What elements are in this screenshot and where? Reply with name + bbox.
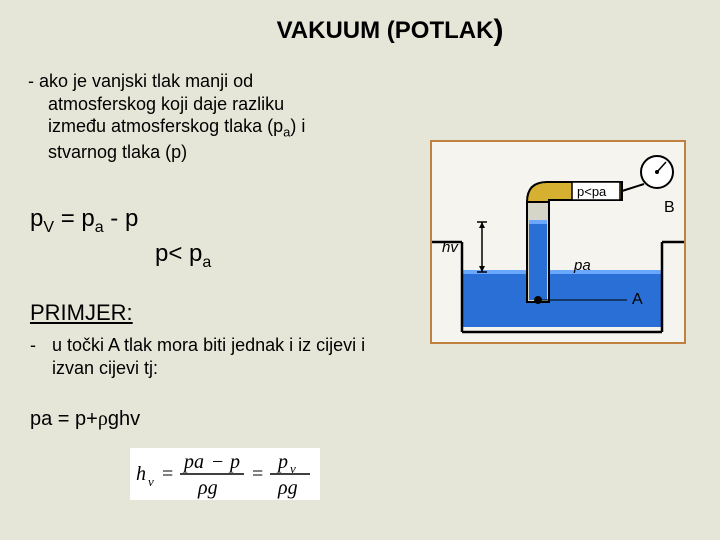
svg-text:A: A [632, 291, 643, 308]
definition-line1: ako je vanjski tlak manji od [39, 71, 253, 91]
example-heading: PRIMJER: [30, 300, 133, 326]
example-text: -u točki A tlak mora biti jednak i iz ci… [30, 334, 400, 379]
eq3-rho: ρ [98, 408, 108, 430]
eq1-mid: = p [54, 205, 95, 232]
eq1-lhs: p [30, 205, 43, 232]
svg-text:hv: hv [442, 239, 459, 256]
svg-text:p: p [228, 451, 240, 473]
example-body: u točki A tlak mora biti jednak i iz cij… [52, 334, 392, 379]
definition-line3: između atmosferskog tlaka (p [48, 116, 283, 136]
equation-pa: pa = p+ρghv [30, 408, 140, 431]
definition-text: - ako je vanjski tlak manji od atmosfers… [30, 70, 400, 163]
svg-text:p: p [276, 451, 288, 473]
vacuum-diagram: hv p<pa B pa A [430, 140, 686, 344]
formula-hv: h v = pa − p ρg = p v ρg [130, 448, 320, 500]
definition-line2: atmosferskog koji daje razliku [48, 94, 284, 114]
definition-line4: stvarnog tlaka (p) [48, 142, 187, 162]
svg-text:pa: pa [573, 257, 591, 274]
svg-text:h: h [136, 463, 146, 485]
eq1-mid-sub: a [95, 219, 104, 236]
slide-title: VAKUUM (POTLAK) [0, 0, 720, 48]
eq2-sub: a [202, 254, 211, 271]
svg-text:v: v [148, 474, 154, 489]
svg-text:=: = [162, 463, 173, 485]
eq3-lhs: pa = p+ [30, 408, 98, 430]
svg-text:pa: pa [182, 451, 204, 473]
svg-text:=: = [252, 463, 263, 485]
definition-block: - ako je vanjski tlak manji od atmosfers… [30, 70, 400, 163]
svg-text:ρg: ρg [197, 477, 218, 499]
title-paren: ) [493, 14, 503, 47]
eq1-rhs: - p [104, 205, 139, 232]
definition-lead: - [28, 71, 39, 91]
eq1-lhs-sub: V [43, 219, 54, 236]
example-dash: - [30, 334, 52, 357]
svg-text:p<pa: p<pa [577, 184, 607, 199]
equation-pv: pV = pa - p [30, 205, 138, 237]
title-main: VAKUUM (POTLAK [277, 17, 494, 44]
svg-text:B: B [664, 199, 675, 216]
eq3-rhs: ghv [108, 408, 140, 430]
eq2-lhs: p< p [155, 240, 202, 267]
svg-text:ρg: ρg [277, 477, 298, 499]
definition-line3-end: ) i [290, 116, 305, 136]
svg-text:−: − [212, 451, 223, 473]
equation-plt: p< pa [155, 240, 211, 272]
